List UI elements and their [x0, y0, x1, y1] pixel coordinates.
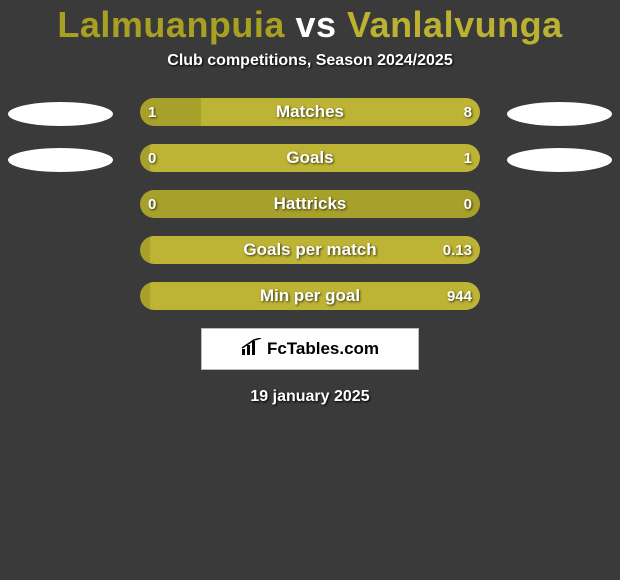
player-oval-right	[507, 102, 612, 126]
bar-right	[150, 282, 480, 310]
comparison-row: Min per goal944	[0, 282, 620, 310]
value-right: 8	[464, 98, 472, 126]
subtitle: Club competitions, Season 2024/2025	[0, 52, 620, 70]
bar-track: Goals	[140, 144, 480, 172]
player-oval-right	[507, 148, 612, 172]
title-vs: vs	[295, 4, 336, 45]
barchart-icon	[241, 338, 263, 361]
badge-text: FcTables.com	[267, 339, 379, 359]
bar-right	[150, 236, 480, 264]
bar-left	[140, 236, 150, 264]
bar-track: Hattricks	[140, 190, 480, 218]
comparison-row: Hattricks0 0	[0, 190, 620, 218]
comparison-row: Goals per match0.13	[0, 236, 620, 264]
bar-right	[150, 144, 480, 172]
bar-track: Goals per match	[140, 236, 480, 264]
player-oval-left	[8, 102, 113, 126]
bar-track: Min per goal	[140, 282, 480, 310]
value-left: 1	[148, 98, 156, 126]
date-label: 19 january 2025	[0, 388, 620, 406]
bar-left	[140, 190, 480, 218]
value-right: 944	[447, 282, 472, 310]
comparison-row: Matches1 8	[0, 98, 620, 126]
bar-right	[201, 98, 480, 126]
value-right: 0	[464, 190, 472, 218]
player-oval-left	[8, 148, 113, 172]
title-player1: Lalmuanpuia	[57, 4, 285, 45]
bar-left	[140, 282, 150, 310]
title-player2: Vanlalvunga	[347, 4, 563, 45]
comparison-rows: Matches18Goals01Hattricks00Goals per mat…	[0, 98, 620, 310]
comparison-row: Goals0 1	[0, 144, 620, 172]
page-title: Lalmuanpuia vs Vanlalvunga	[0, 4, 620, 46]
value-left: 0	[148, 144, 156, 172]
value-right: 0.13	[443, 236, 472, 264]
value-left: 0	[148, 190, 156, 218]
source-badge[interactable]: FcTables.com	[201, 328, 419, 370]
bar-track: Matches	[140, 98, 480, 126]
value-right: 1	[464, 144, 472, 172]
